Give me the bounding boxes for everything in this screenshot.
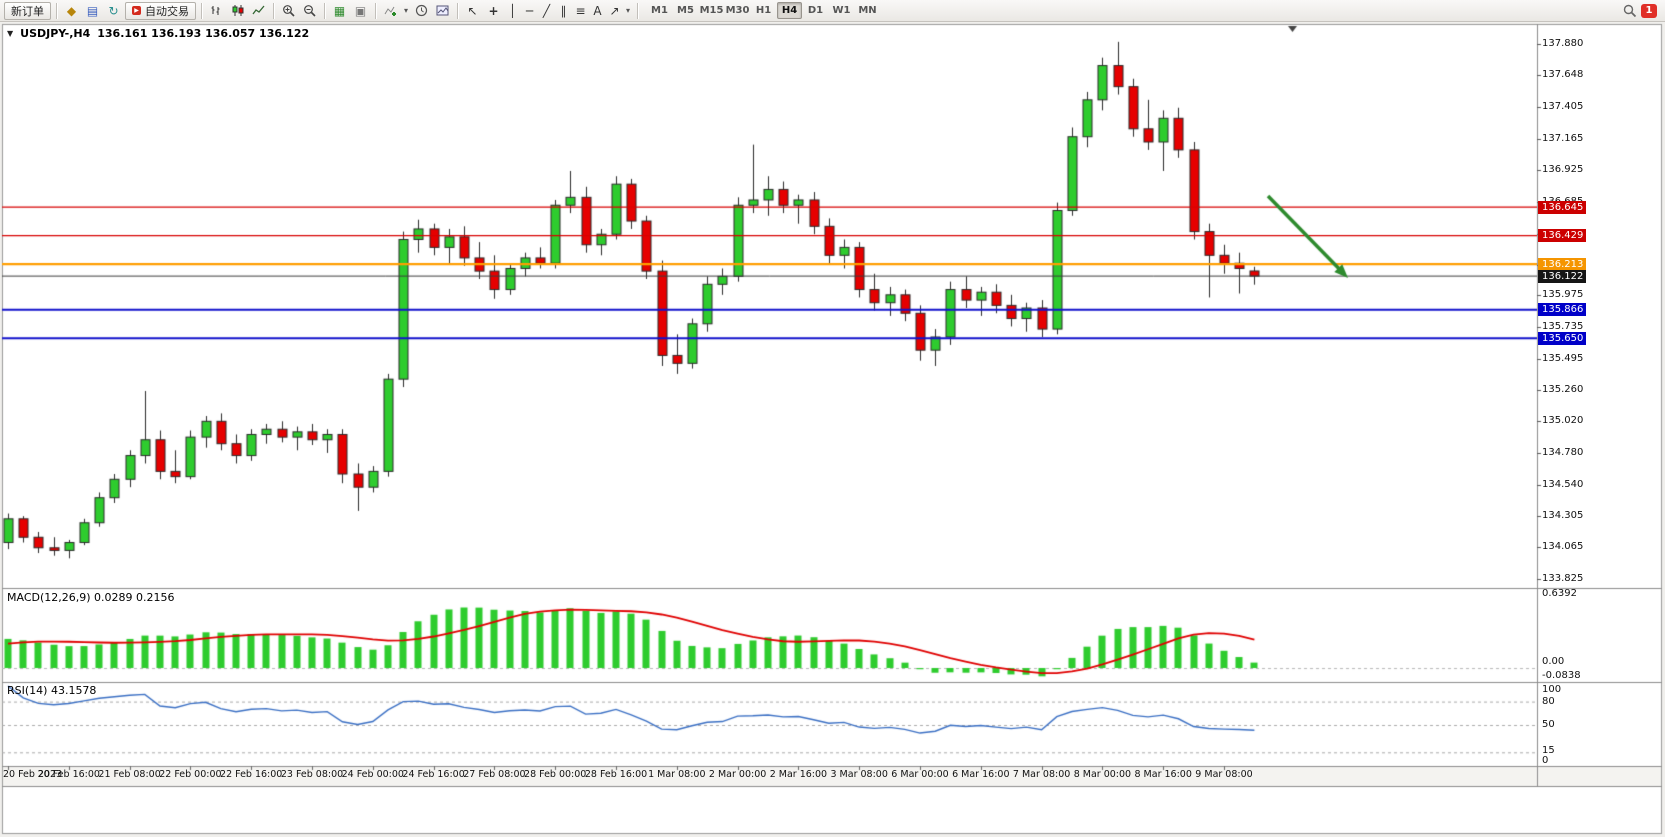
autotrading-label: 自动交易 xyxy=(145,4,189,18)
timeframe-m30[interactable]: M30 xyxy=(725,5,750,16)
timeframe-m5[interactable]: M5 xyxy=(677,5,694,16)
template-image-icon[interactable] xyxy=(433,2,452,20)
horizontal-line-icon[interactable]: ─ xyxy=(525,3,534,18)
channel-icon[interactable]: ∥ xyxy=(560,3,567,18)
toolbar-separator xyxy=(201,2,202,19)
periods-icon[interactable] xyxy=(412,2,431,20)
chart-canvas[interactable] xyxy=(0,22,1665,837)
autotrading-button[interactable]: ▶ 自动交易 xyxy=(125,1,196,20)
fibonacci-icon[interactable]: ≡ xyxy=(575,3,586,18)
indicators-caret-icon[interactable]: ▾ xyxy=(403,6,408,15)
toolbar-separator xyxy=(324,2,325,19)
refresh-icon[interactable]: ↻ xyxy=(108,3,119,18)
toolbar-separator xyxy=(637,2,638,19)
charts-icon[interactable]: ◆ xyxy=(66,3,77,18)
grid-icon[interactable]: ▦ xyxy=(333,3,346,18)
arrows-caret-icon[interactable]: ▾ xyxy=(625,6,630,15)
trendline-icon[interactable]: ╱ xyxy=(542,3,551,18)
candlestick-chart-icon[interactable] xyxy=(228,2,247,20)
timeframe-m15[interactable]: M15 xyxy=(699,5,724,16)
indicators-icon[interactable] xyxy=(381,2,400,20)
main-toolbar: 新订单 ◆ ▤ ↻ ▶ 自动交易 ▦ ▣ ▾ ↖ + │ ─ ╱ ∥ ≡ A ↗… xyxy=(0,0,1665,22)
text-tool-icon[interactable]: A xyxy=(593,3,602,18)
autotrading-icon: ▶ xyxy=(132,6,141,15)
arrows-tool-icon[interactable]: ↗ xyxy=(609,3,620,18)
profiles-icon[interactable]: ▤ xyxy=(86,3,99,18)
new-order-button[interactable]: 新订单 xyxy=(4,1,51,20)
search-icon[interactable] xyxy=(1620,2,1639,20)
toolbar-separator xyxy=(273,2,274,19)
timeframe-h1[interactable]: H1 xyxy=(755,5,772,16)
timeframe-h4[interactable]: H4 xyxy=(777,2,802,19)
toolbar-separator xyxy=(56,2,57,19)
timeframe-toolbar: M1 M5 M15 M30 H1 H4 D1 W1 MN xyxy=(647,2,880,19)
vertical-line-icon[interactable]: │ xyxy=(508,3,517,18)
cursor-icon[interactable]: ↖ xyxy=(467,3,478,18)
crosshair-icon[interactable]: + xyxy=(488,3,499,18)
timeframe-m1[interactable]: M1 xyxy=(651,5,668,16)
bar-chart-icon[interactable] xyxy=(207,2,226,20)
line-chart-icon[interactable] xyxy=(249,2,268,20)
timeframe-mn[interactable]: MN xyxy=(858,5,877,16)
toolbar-separator xyxy=(375,2,376,19)
zoom-in-icon[interactable] xyxy=(279,2,298,20)
timeframe-w1[interactable]: W1 xyxy=(832,5,851,16)
timeframe-d1[interactable]: D1 xyxy=(807,5,824,16)
zoom-out-icon[interactable] xyxy=(300,2,319,20)
toolbar-separator xyxy=(457,2,458,19)
notification-badge[interactable]: 1 xyxy=(1641,3,1657,18)
templates-icon[interactable]: ▣ xyxy=(354,3,367,18)
